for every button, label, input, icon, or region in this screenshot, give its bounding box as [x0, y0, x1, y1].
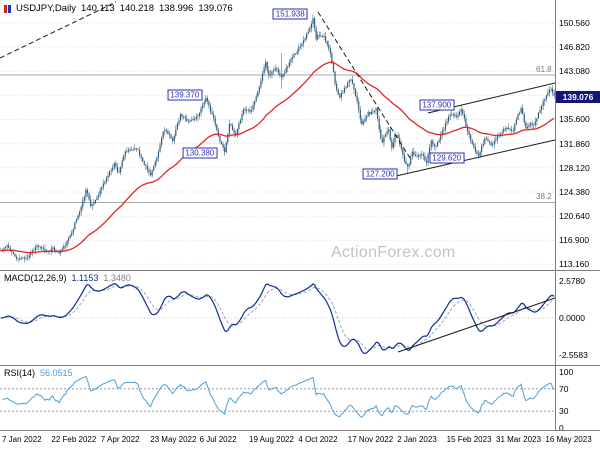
macd-plot	[0, 282, 555, 355]
price-tick-label: 143.080	[559, 66, 590, 77]
time-axis-label: 2 Jan 2023	[397, 435, 437, 444]
price-tick-label: 116.900	[559, 235, 590, 246]
price-tick-label: 146.820	[559, 42, 590, 53]
watermark: ActionForex.com	[331, 244, 456, 261]
rsi-tick-label: 100	[559, 367, 574, 377]
macd-signal-value: 1.3480	[103, 273, 131, 283]
current-price-box: 139.076	[556, 91, 600, 104]
ohlc-high: 140.218	[119, 3, 154, 14]
macd-min-label: -2.5583	[559, 350, 588, 360]
price-tick-label: 128.120	[559, 162, 590, 173]
trendline	[0, 1, 117, 59]
time-axis-label: 6 Jul 2022	[199, 435, 237, 444]
scale-divider	[555, 0, 556, 431]
time-axis-label: 31 Mar 2023	[496, 435, 541, 444]
price-tick-label: 135.600	[559, 114, 590, 125]
time-axis-label: 7 Jan 2022	[2, 435, 42, 444]
ohlc-open: 140.113	[81, 3, 115, 14]
time-axis-label: 17 Nov 2022	[347, 435, 394, 444]
panel-divider[interactable]	[0, 430, 600, 431]
trendline	[427, 82, 555, 114]
macd-main-value: 1.1153	[71, 273, 99, 283]
rsi-tick-label: 0	[559, 423, 564, 433]
price-tick-label: 120.640	[559, 211, 590, 222]
candlestick-plot[interactable]	[0, 0, 555, 270]
macd-main-line	[0, 282, 555, 355]
time-axis-label: 16 May 2023	[545, 435, 592, 444]
chart-title: USDJPY,Daily 140.113 140.218 138.996 139…	[4, 3, 233, 14]
ohlc-close: 139.076	[198, 3, 233, 14]
macd-label: MACD(12,26,9)	[4, 273, 67, 283]
rsi-tick-label: 30	[559, 406, 569, 417]
time-axis-label: 7 Apr 2022	[100, 435, 140, 444]
macd-trendline	[397, 297, 555, 353]
time-axis[interactable]: 7 Jan 2022 22 Feb 2022 7 Apr 2022 23 May 20…	[0, 431, 600, 450]
symbol-timeframe-label: USDJPY,Daily	[16, 3, 77, 14]
macd-max-label: 2.5780	[559, 276, 585, 286]
panel-divider[interactable]	[0, 270, 600, 271]
time-axis-label: 19 Aug 2022	[249, 435, 294, 444]
price-tick-label: 150.560	[559, 17, 590, 28]
rsi-title: RSI(14) 56.0515	[4, 368, 73, 378]
time-axis-label: 4 Oct 2022	[298, 435, 338, 444]
rsi-tick-label: 70	[559, 383, 569, 394]
time-axis-label: 22 Feb 2022	[51, 435, 97, 444]
rsi-label: RSI(14)	[4, 368, 36, 378]
trendline	[317, 11, 411, 159]
panel-divider[interactable]	[0, 365, 600, 366]
macd-title: MACD(12,26,9) 1.1153 1.3480	[4, 273, 131, 283]
price-tick-label: 113.160	[559, 259, 590, 270]
rsi-line	[2, 375, 555, 418]
price-tick-label: 131.860	[559, 138, 590, 149]
rsi-scale[interactable]: 100 70 30 0	[556, 366, 600, 433]
macd-zero-label: 0.0000	[559, 313, 585, 323]
trendline	[395, 139, 555, 177]
price-tick-label: 124.380	[559, 186, 590, 197]
rsi-panel[interactable]: RSI(14) 56.0515 100 70 30 0	[0, 366, 600, 433]
chart-type-icon	[4, 4, 11, 13]
rsi-plot	[0, 375, 555, 418]
price-scale[interactable]: 150.560146.820143.080139.340135.600131.8…	[556, 0, 600, 270]
macd-panel[interactable]: MACD(12,26,9) 1.1153 1.3480 2.5780 0.000…	[0, 271, 600, 365]
time-axis-label: 23 May 2022	[150, 435, 197, 444]
ohlc-low: 138.996	[159, 3, 194, 14]
macd-scale[interactable]: 2.5780 0.0000 -2.5583	[556, 271, 600, 365]
rsi-value: 56.0515	[40, 368, 73, 378]
price-panel[interactable]: ActionForex.com 61.8 38.2 151.938 139.370 1…	[0, 0, 600, 270]
moving-average-line	[0, 61, 555, 254]
candles	[0, 14, 555, 263]
time-axis-label: 15 Feb 2023	[446, 435, 492, 444]
